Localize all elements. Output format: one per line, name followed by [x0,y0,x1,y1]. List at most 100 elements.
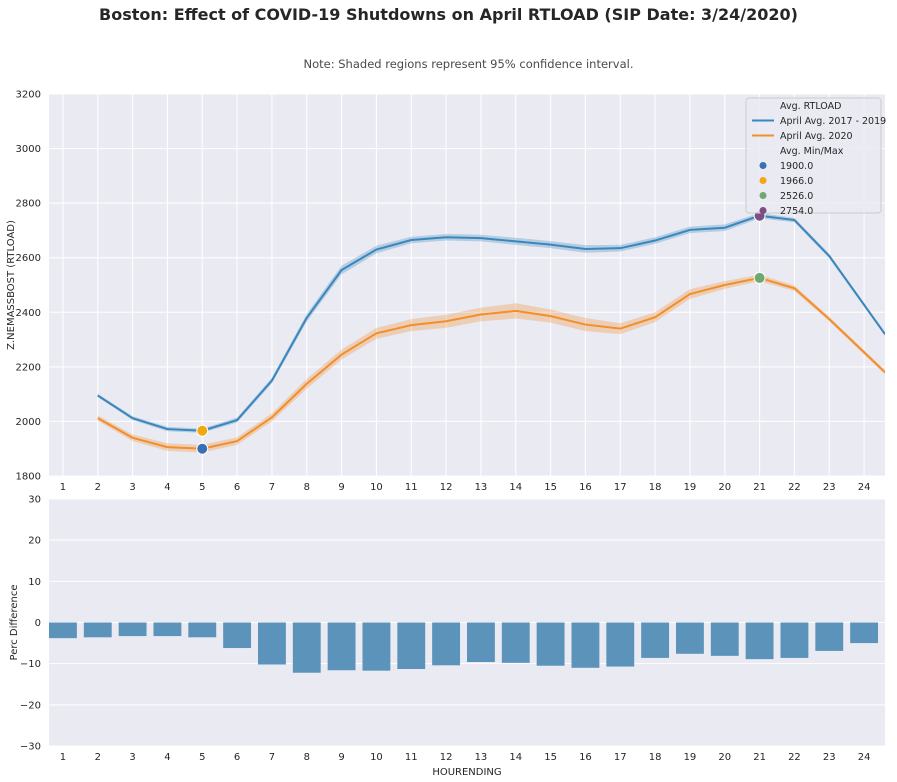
line-plot-ylabel: Z.NEMASSBOST (RTLOAD) [6,220,17,350]
bar-hour-3 [118,622,147,637]
bar-plot-xtick-label: 13 [475,752,488,763]
line-plot-xtick-label: 22 [788,482,801,493]
bar-hour-21 [745,622,774,660]
bar-plot-xtick-label: 10 [370,752,383,763]
bar-hour-7 [258,622,286,665]
bar-plot-xtick-label: 3 [129,752,135,763]
legend-title-lines: Avg. RTLOAD [780,101,841,112]
line-plot-xtick-label: 7 [269,482,275,493]
line-plot-xtick-label: 9 [338,482,344,493]
bar-plot-ytick-label: −20 [20,700,41,711]
line-plot-xtick-label: 2 [95,482,101,493]
bar-hour-22 [780,622,809,658]
bar-plot-xtick-label: 12 [440,752,453,763]
bar-plot-xtick-label: 14 [509,752,522,763]
bar-plot-ytick-label: −10 [20,659,41,670]
bar-plot-ytick-label: 20 [28,536,41,547]
line-plot-xtick-label: 18 [649,482,662,493]
line-plot-ytick-label: 2600 [16,253,41,264]
bar-plot-xtick-label: 24 [858,752,871,763]
legend-marker-label: 2526.0 [780,191,813,202]
line-plot-xtick-label: 20 [718,482,731,493]
bar-plot-xtick-label: 5 [199,752,205,763]
bar-plot-xtick-label: 7 [269,752,275,763]
bar-hour-18 [641,622,670,658]
line-plot-ytick-label: 2200 [16,362,41,373]
confidence-band-series-2 [97,274,885,453]
legend-series-label: April Avg. 2017 - 2019 [780,116,886,127]
legend-marker-swatch [759,177,767,184]
bar-plot-xtick-label: 2 [95,752,101,763]
min-max-marker-2 [196,424,209,437]
chart-subtitle: Note: Shaded regions represent 95% confi… [303,57,634,71]
line-plot-ytick-label: 2400 [16,308,41,319]
bar-plot-xtick-label: 15 [544,752,557,763]
bar-plot-xlabel: HOURENDING [432,767,501,778]
line-series-1 [97,214,885,432]
line-plot-xtick-label: 19 [684,482,697,493]
line-plot-xtick-label: 12 [440,482,453,493]
line-plot-xtick-label: 10 [370,482,383,493]
bar-hour-23 [815,622,844,651]
bar-hour-4 [153,622,182,637]
bar-plot-ytick-label: 0 [35,618,41,629]
legend-marker-swatch [759,162,767,169]
line-plot-xtick-label: 8 [304,482,310,493]
line-series-2 [97,276,885,450]
legend-box [745,97,882,214]
line-plot-xtick-label: 13 [475,482,488,493]
min-max-marker-1 [196,442,209,455]
bar-hour-8 [292,622,321,673]
bar-plot-xtick-label: 20 [718,752,731,763]
line-plot-xtick-label: 5 [199,482,205,493]
bar-plot-xtick-label: 17 [614,752,627,763]
bar-hour-1 [49,622,77,639]
legend-series-label: April Avg. 2020 [780,131,853,142]
legend-marker-swatch [759,207,767,214]
legend-marker-label: 2754.0 [780,206,813,217]
line-plot-xtick-label: 1 [60,482,66,493]
bar-plot-xtick-label: 18 [649,752,662,763]
bar-hour-5 [188,622,217,638]
line-plot-ytick-label: 1800 [16,472,41,483]
chart-title: Boston: Effect of COVID-19 Shutdowns on … [99,5,798,24]
bar-hour-10 [362,622,391,671]
bar-plot-xtick-label: 9 [338,752,344,763]
bar-hour-12 [432,622,461,666]
line-plot-ytick-label: 2000 [16,417,41,428]
bar-plot-xtick-label: 4 [164,752,170,763]
bar-plot-xtick-label: 16 [579,752,592,763]
legend-marker-label: 1966.0 [780,176,813,187]
bar-plot-ytick-label: 10 [28,577,41,588]
bar-hour-24 [850,622,879,644]
bar-plot-xtick-label: 22 [788,752,801,763]
line-plot-xtick-label: 23 [823,482,836,493]
line-plot-xtick-label: 3 [129,482,135,493]
line-plot-xtick-label: 14 [509,482,522,493]
bar-plot-ytick-label: −30 [20,742,41,753]
bar-plot-ytick-label: 30 [28,495,41,506]
line-plot-xtick-label: 11 [405,482,418,493]
line-plot-ytick-label: 3200 [16,90,41,101]
bar-plot-xtick-label: 19 [684,752,697,763]
bar-plot-xtick-label: 21 [753,752,766,763]
line-plot-xtick-label: 21 [753,482,766,493]
line-plot-xtick-label: 15 [544,482,557,493]
line-plot-xtick-label: 24 [858,482,871,493]
line-plot-xtick-label: 16 [579,482,592,493]
min-max-marker-3 [753,271,766,284]
bar-hour-15 [536,622,565,666]
bar-plot-xtick-label: 1 [60,752,66,763]
line-plot-xtick-label: 17 [614,482,627,493]
line-plot-ytick-label: 3000 [16,144,41,155]
bar-plot-xtick-label: 23 [823,752,836,763]
bar-hour-20 [710,622,739,656]
bar-hour-14 [501,622,530,663]
bar-hour-6 [223,622,252,649]
bar-hour-17 [606,622,635,667]
line-plot-ytick-label: 2800 [16,199,41,210]
bar-plot-xtick-label: 8 [304,752,310,763]
legend-marker-label: 1900.0 [780,161,813,172]
bar-hour-9 [327,622,356,671]
